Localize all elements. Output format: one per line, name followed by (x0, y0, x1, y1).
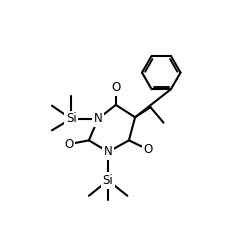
Text: O: O (143, 143, 152, 156)
Text: N: N (93, 112, 102, 125)
Text: N: N (103, 145, 112, 159)
Text: O: O (64, 138, 73, 151)
Text: Si: Si (102, 174, 113, 187)
Text: Si: Si (65, 112, 76, 125)
Text: O: O (111, 81, 120, 94)
